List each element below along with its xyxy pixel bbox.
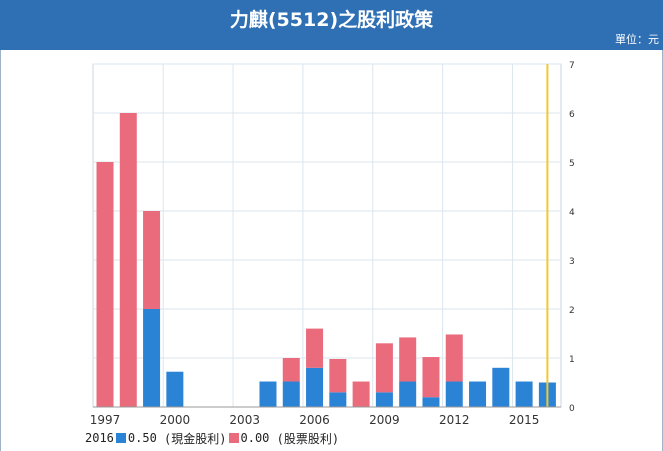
y-tick-label: 6: [569, 110, 575, 120]
frame-border-left: [0, 50, 1, 451]
plot-area: [92, 63, 562, 408]
x-tick-label: 2015: [509, 413, 540, 427]
x-tick-label: 2003: [229, 413, 260, 427]
y-tick-label: 4: [569, 208, 575, 218]
legend-cash-label: (現金股利): [164, 431, 227, 446]
bar-cash-2004: [259, 381, 277, 407]
bar-stock-1997: [96, 162, 114, 407]
bar-cash-2010: [399, 381, 417, 407]
x-tick-label: 2000: [160, 413, 191, 427]
y-tick-label: 7: [569, 61, 575, 71]
x-tick-label: 2009: [369, 413, 400, 427]
legend-cash-swatch: [115, 433, 126, 443]
legend-stock-label: (股票股利): [276, 431, 340, 446]
bar-stock-1999: [143, 211, 161, 309]
chart-header: 力麒(5512)之股利政策 單位：元: [0, 0, 663, 50]
legend-cash-value: 0.50: [127, 431, 157, 445]
bar-stock-1998: [119, 113, 137, 407]
bar-cash-2011: [422, 397, 440, 407]
y-tick-label: 5: [569, 159, 575, 169]
x-tick-label: 2012: [439, 413, 470, 427]
bar-cash-2007: [329, 392, 347, 407]
bar-cash-2000: [166, 371, 184, 407]
bar-stock-2010: [399, 337, 417, 382]
bar-cash-2009: [375, 392, 393, 407]
y-tick-label: 1: [569, 355, 575, 365]
bar-stock-2011: [422, 357, 440, 398]
bar-stock-2008: [352, 381, 370, 407]
bar-cash-2006: [306, 367, 324, 407]
bar-stock-2007: [329, 358, 347, 393]
bar-cash-2013: [469, 381, 487, 407]
legend-year: 2016: [85, 431, 114, 445]
y-tick-label: 0: [569, 404, 575, 414]
bar-stock-2009: [375, 343, 393, 393]
bar-cash-2005: [282, 381, 300, 407]
y-tick-label: 2: [569, 306, 575, 316]
y-tick-label: 3: [569, 257, 575, 267]
bar-stock-2012: [445, 334, 463, 382]
bar-stock-2006: [306, 328, 324, 368]
legend-stock-swatch: [228, 433, 239, 443]
x-tick-label: 1997: [90, 413, 121, 427]
dividend-chart: 0 1 2 3 4 5 6 7 1997 2000 2003 2006 2009 2012 2015: [90, 61, 575, 427]
legend-stock-value: 0.00: [240, 431, 270, 445]
x-tick-label: 2006: [299, 413, 330, 427]
bar-cash-2014: [492, 367, 510, 407]
bar-cash-2012: [445, 381, 463, 407]
bar-cash-1999: [143, 309, 161, 407]
unit-label: 單位：元: [615, 33, 659, 46]
bar-cash-2015: [515, 381, 533, 407]
chart-title: 力麒(5512)之股利政策: [229, 9, 434, 31]
chart-legend: 2016 0.50 (現金股利) 0.00 (股票股利): [85, 430, 339, 446]
bar-stock-2005: [282, 358, 300, 382]
